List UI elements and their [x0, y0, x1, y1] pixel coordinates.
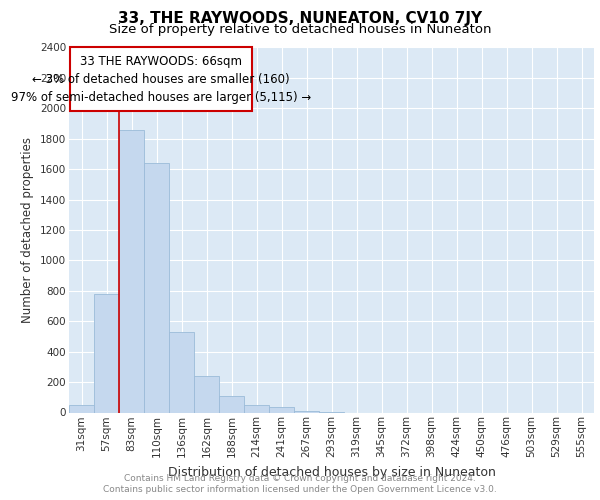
Text: 33 THE RAYWOODS: 66sqm
← 3% of detached houses are smaller (160)
97% of semi-det: 33 THE RAYWOODS: 66sqm ← 3% of detached …: [11, 55, 311, 104]
Bar: [70, 48, 251, 112]
Bar: [219, 396, 244, 412]
Bar: [144, 163, 169, 412]
Bar: [269, 407, 294, 412]
Y-axis label: Number of detached properties: Number of detached properties: [22, 137, 34, 323]
Bar: [119, 130, 144, 412]
Bar: [244, 405, 269, 412]
Bar: [94, 294, 119, 412]
Bar: [294, 411, 319, 412]
Text: 33, THE RAYWOODS, NUNEATON, CV10 7JY: 33, THE RAYWOODS, NUNEATON, CV10 7JY: [118, 12, 482, 26]
Text: Size of property relative to detached houses in Nuneaton: Size of property relative to detached ho…: [109, 22, 491, 36]
X-axis label: Distribution of detached houses by size in Nuneaton: Distribution of detached houses by size …: [167, 466, 496, 478]
Bar: [169, 332, 194, 412]
Bar: [194, 376, 219, 412]
Bar: [69, 405, 94, 412]
Text: Contains HM Land Registry data © Crown copyright and database right 2024.
Contai: Contains HM Land Registry data © Crown c…: [103, 474, 497, 494]
